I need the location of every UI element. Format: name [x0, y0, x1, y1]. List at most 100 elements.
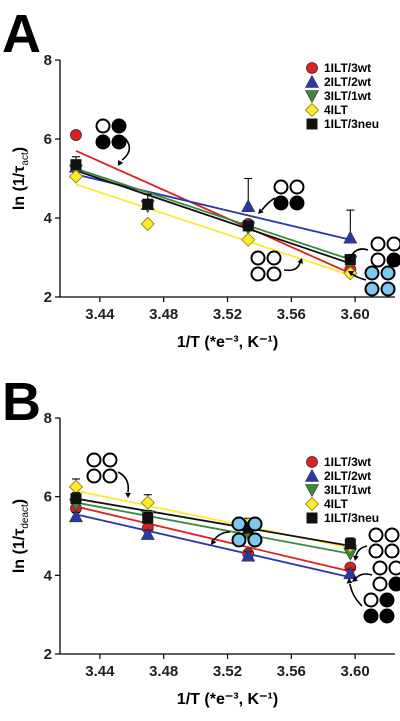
cluster-subunit-dot: [363, 592, 379, 608]
annotation-arrowhead: [297, 258, 303, 264]
y-tick-label: 2: [44, 289, 52, 306]
x-tick-label: 3.52: [213, 663, 242, 680]
legend-label: 1ILT/3neu: [324, 511, 379, 525]
cluster-subunit-dot: [384, 543, 400, 559]
annotation-arrowhead: [211, 539, 217, 545]
cluster-subunit-dot: [231, 532, 247, 548]
cluster-subunit-dot: [363, 608, 379, 624]
y-axis-label: ln (1/τact): [11, 147, 31, 210]
legend-marker: [306, 456, 318, 468]
cluster-subunit-dot: [380, 281, 396, 297]
data-point: [70, 129, 82, 141]
legend-label: 3ILT/1wt: [324, 483, 371, 497]
x-tick-label: 3.56: [277, 306, 306, 323]
cluster-icon: [368, 527, 400, 559]
x-tick-label: 3.60: [341, 663, 370, 680]
legend-marker: [304, 496, 320, 512]
cluster-subunit-dot: [102, 452, 118, 468]
data-point: [242, 522, 254, 534]
y-tick-label: 8: [44, 52, 52, 69]
cluster-subunit-dot: [364, 281, 380, 297]
legend-label: 1ILT/3wt: [324, 455, 371, 469]
cluster-subunit-dot: [370, 252, 386, 268]
x-tick-label: 3.56: [277, 663, 306, 680]
annotation-arrowhead: [125, 492, 131, 498]
data-point: [343, 230, 358, 244]
annotation-arrow: [351, 273, 367, 281]
cluster-subunit-dot: [372, 560, 388, 576]
data-point: [140, 526, 155, 540]
y-axis-label-close: ): [11, 147, 28, 152]
annotation-arrowhead: [258, 208, 264, 214]
cluster-subunit-dot: [95, 118, 111, 134]
cluster-subunit-dot: [370, 236, 386, 252]
legend-marker: [306, 62, 318, 74]
x-tick-label: 3.48: [149, 306, 178, 323]
cluster-subunit-dot: [247, 516, 263, 532]
fit-line: [75, 183, 351, 277]
cluster-icon: [273, 179, 305, 211]
legend-label: 2ILT/2wt: [324, 75, 371, 89]
cluster-subunit-dot: [102, 468, 118, 484]
cluster-subunit-dot: [247, 532, 263, 548]
annotation-arrow: [283, 261, 301, 272]
y-axis-label-subscript: deact: [20, 504, 31, 529]
fit-line: [75, 150, 351, 275]
fit-line: [75, 505, 351, 573]
x-tick-label: 3.44: [85, 306, 115, 323]
data-point: [70, 159, 82, 171]
data-point: [142, 198, 154, 210]
y-tick-label: 2: [44, 646, 52, 663]
cluster-subunit-dot: [86, 452, 102, 468]
legend-marker: [304, 102, 320, 118]
cluster-subunit-dot: [364, 265, 380, 281]
cluster-subunit-dot: [379, 608, 395, 624]
cluster-subunit-dot: [386, 252, 400, 268]
legend-label: 2ILT/2wt: [324, 469, 371, 483]
data-point: [241, 548, 256, 562]
fit-line: [75, 501, 351, 555]
cluster-subunit-dot: [368, 543, 384, 559]
data-point: [241, 199, 256, 212]
data-point: [140, 216, 155, 231]
cluster-subunit-dot: [386, 236, 400, 252]
annotation-arrow: [261, 197, 276, 211]
cluster-subunit-dot: [86, 468, 102, 484]
cluster-icon: [372, 560, 400, 592]
x-axis-label: 1/T (*e⁻³, K⁻¹): [177, 691, 278, 708]
cluster-icon: [364, 265, 396, 297]
cluster-subunit-dot: [289, 195, 305, 211]
legend-marker: [304, 468, 320, 482]
y-axis-label: ln (1/τdeact): [11, 499, 31, 573]
y-tick-label: 8: [44, 410, 52, 427]
y-axis-label-main: ln (1/τ: [11, 529, 28, 573]
x-axis-label: 1/T (*e⁻³, K⁻¹): [177, 334, 278, 351]
annotation-arrow: [349, 248, 369, 259]
data-point: [142, 512, 154, 524]
y-axis-label-main: ln (1/τ: [11, 166, 28, 210]
annotation-arrowhead: [348, 271, 354, 277]
chart-panel-b: B 2 4 6 8 3.44 3.48 3.52 3.56 3.60 1/T (*e⁻³, K⁻¹)…: [0, 370, 400, 721]
fit-line: [75, 513, 351, 579]
data-point: [242, 220, 254, 232]
cluster-subunit-dot: [380, 265, 396, 281]
cluster-subunit-dot: [388, 576, 400, 592]
cluster-subunit-dot: [111, 118, 127, 134]
cluster-subunit-dot: [111, 134, 127, 150]
x-tick-label: 3.44: [85, 663, 115, 680]
fit-line: [75, 497, 351, 547]
legend-marker: [306, 118, 318, 130]
legend-label: 3ILT/1wt: [324, 89, 371, 103]
annotation-arrowhead: [346, 258, 352, 264]
panel-label: B: [2, 372, 41, 432]
legend-label: 1ILT/3neu: [324, 117, 379, 131]
data-point: [70, 493, 82, 505]
chart-panel-a: A 2 4 6 8 3.44 3.48 3.52 3.56 3.60 1/T (*e⁻³, K⁻¹)…: [2, 4, 400, 351]
cluster-subunit-dot: [273, 179, 289, 195]
cluster-subunit-dot: [368, 527, 384, 543]
y-axis-label-close: ): [11, 499, 28, 504]
cluster-subunit-dot: [250, 266, 266, 282]
y-tick-label: 4: [44, 567, 53, 584]
cluster-icon: [363, 592, 395, 624]
y-tick-label: 6: [44, 131, 52, 148]
